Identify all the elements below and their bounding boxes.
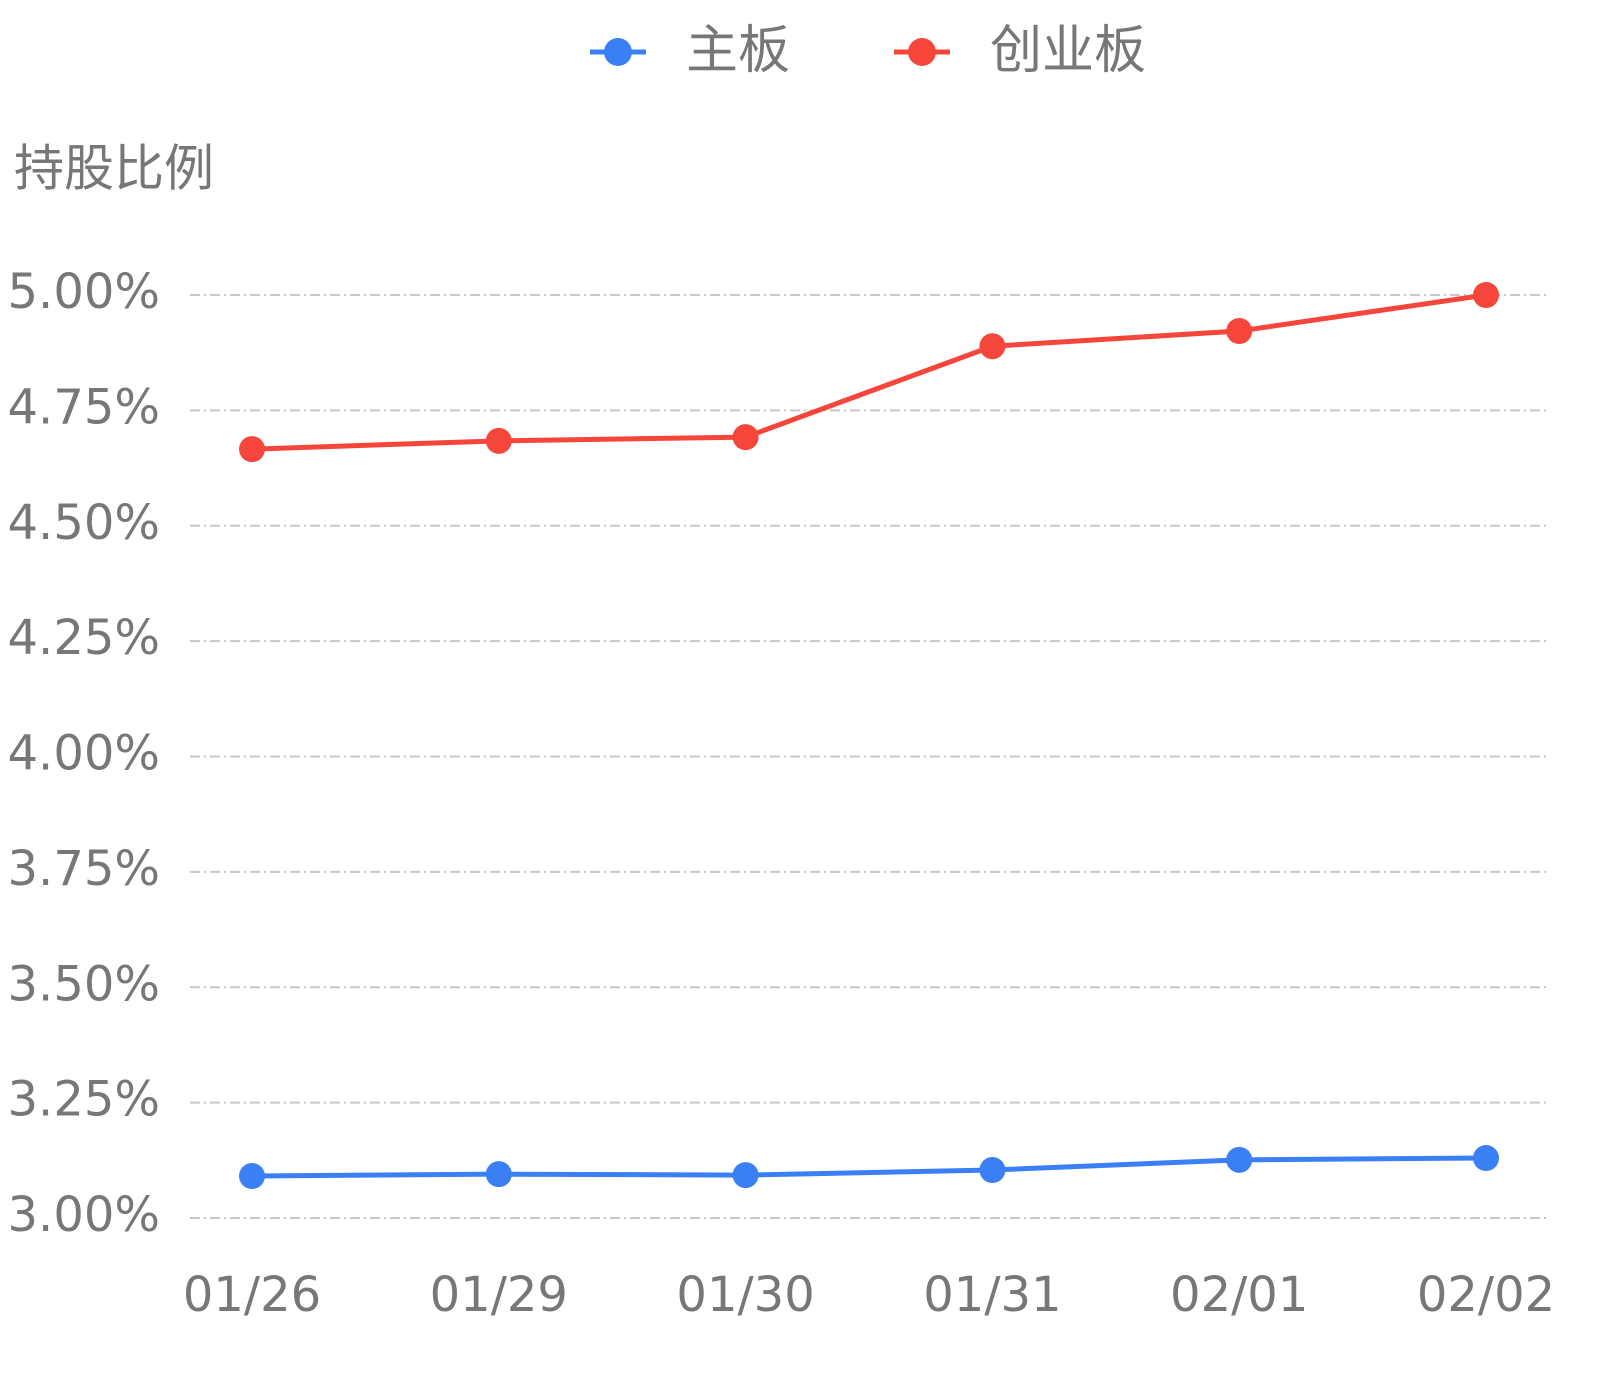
data-point [979, 333, 1006, 360]
legend-label: 主板 [686, 21, 790, 81]
y-tick-label: 4.75% [8, 379, 160, 435]
series-line [251, 1155, 1487, 1179]
x-tick-label: 01/31 [923, 1267, 1061, 1323]
x-tick-label: 02/01 [1170, 1267, 1308, 1323]
y-tick-label: 3.75% [8, 841, 160, 897]
x-tick-label: 02/02 [1417, 1267, 1555, 1323]
y-tick-label: 5.00% [8, 264, 160, 320]
y-tick-label: 4.25% [8, 610, 160, 666]
data-point [1473, 282, 1499, 308]
y-axis-label: 持股比例 [14, 140, 214, 198]
y-tick-label: 3.50% [8, 956, 160, 1012]
x-tick-label: 01/29 [430, 1267, 568, 1323]
y-tick-label: 4.00% [8, 726, 160, 782]
data-point [732, 1162, 759, 1189]
data-point [1226, 1146, 1253, 1173]
legend-marker [908, 38, 936, 66]
y-tick-label: 4.50% [8, 495, 160, 551]
data-point [1473, 1145, 1499, 1172]
data-point [1226, 317, 1253, 344]
data-point [979, 1157, 1006, 1184]
series-line [251, 292, 1487, 452]
data-point [485, 427, 512, 454]
data-point [239, 436, 265, 463]
x-tick-label: 01/26 [183, 1267, 321, 1323]
legend-marker [604, 38, 632, 66]
data-point [732, 424, 759, 451]
legend-label: 创业板 [990, 21, 1146, 81]
data-point [239, 1163, 265, 1190]
y-tick-label: 3.25% [8, 1072, 160, 1128]
x-tick-label: 01/30 [676, 1267, 814, 1323]
y-tick-label: 3.00% [8, 1187, 160, 1243]
data-point [485, 1161, 512, 1188]
